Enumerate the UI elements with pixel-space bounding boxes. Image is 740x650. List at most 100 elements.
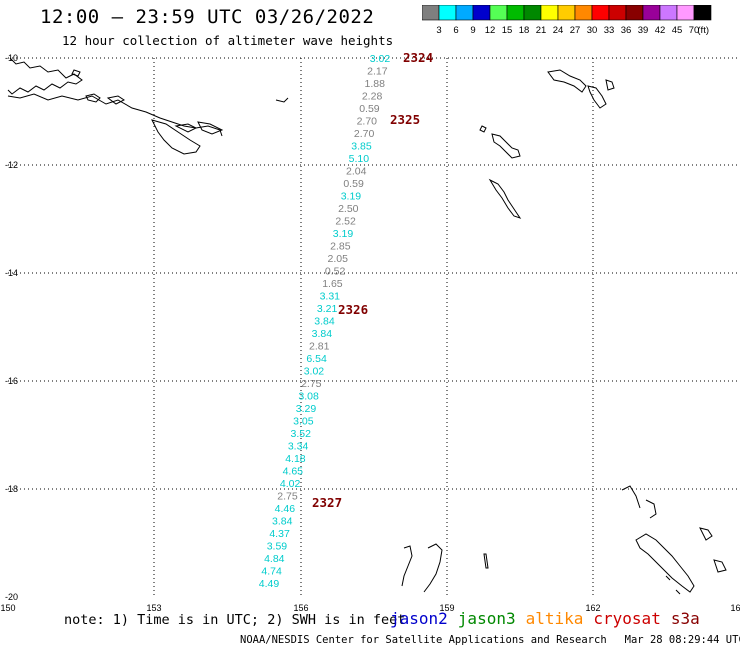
scale-swatch	[693, 5, 712, 21]
swh-value-label: 2.05	[327, 253, 348, 265]
color-scale-legend: 3 6 9 12 15 18 21 24 27 30 33 36 39 42 45 70(ft)	[422, 5, 712, 36]
swh-value-label: 2.85	[330, 241, 351, 253]
swh-value-label: 0.59	[343, 178, 364, 190]
longitude-label: 153	[146, 603, 161, 613]
swh-value-label: 3.85	[351, 141, 372, 153]
latitude-label: -14	[5, 268, 18, 278]
coastline-new-caledonia-north	[621, 485, 641, 509]
longitude-label: 162	[585, 603, 600, 613]
scale-tick-label: 15	[502, 25, 513, 36]
island-trobriand	[85, 93, 101, 103]
swh-value-label: 3.19	[341, 191, 362, 203]
swh-value-label: 4.18	[285, 453, 306, 465]
swh-value-label: 2.75	[277, 491, 298, 503]
satellite-cryosat: cryosat	[593, 609, 661, 628]
swh-value-label: 3.05	[293, 416, 314, 428]
footer: NOAA/NESDIS Center for Satellite Applica…	[240, 634, 740, 646]
swh-value-label: 4.65	[283, 466, 304, 478]
swh-value-label: 3.29	[296, 403, 317, 415]
swh-value-label: 4.84	[264, 553, 285, 565]
swh-value-label: 1.88	[364, 78, 385, 90]
longitude-label: 156	[293, 603, 308, 613]
swh-value-label: 3.84	[272, 516, 293, 528]
island-woodlark	[106, 95, 125, 105]
coastline-lifou	[713, 559, 727, 573]
scale-tick-label: 45	[672, 25, 683, 36]
scale-tick-label: 9	[470, 25, 475, 36]
swh-value-label: 3.52	[290, 428, 311, 440]
island-north-arc	[275, 97, 289, 103]
scale-tick-label: 6	[453, 25, 458, 36]
chart-title: 12:00 – 23:59 UTC 03/26/2022	[40, 6, 375, 28]
swh-value-label: 2.81	[309, 341, 330, 353]
swh-value-label: 3.84	[314, 316, 335, 328]
observation-track: 3.022.171.882.280.592.702.703.855.102.04…	[259, 53, 391, 590]
scale-tick-label: 36	[621, 25, 632, 36]
latitude-label: -10	[5, 53, 18, 63]
longitude-label: 150	[0, 603, 15, 613]
satellite-jason3: jason3	[457, 609, 516, 628]
satellite-s3a: s3a	[670, 609, 700, 628]
scale-tick-label: 3	[436, 25, 441, 36]
reef-islets	[665, 575, 681, 595]
scale-tick-label: 39	[638, 25, 649, 36]
swh-value-label: 5.10	[349, 153, 370, 165]
swh-value-label: 3.84	[312, 328, 333, 340]
swh-value-label: 3.02	[304, 366, 325, 378]
swh-value-label: 3.59	[267, 541, 288, 553]
swh-value-label: 6.54	[306, 353, 327, 365]
pass-number-label: 2325	[390, 112, 420, 127]
longitude-label: 165	[730, 603, 740, 613]
swh-value-label: 4.37	[269, 528, 290, 540]
island-guadalcanal-group	[547, 69, 587, 93]
footer-timestamp: Mar 28 08:29:44 UTC 2022	[624, 634, 740, 646]
chart-subtitle: 12 hour collection of altimeter wave hei…	[62, 33, 394, 48]
swh-value-label: 2.52	[335, 216, 356, 228]
swh-value-label: 3.02	[370, 53, 391, 65]
footer-credit: NOAA/NESDIS Center for Satellite Applica…	[240, 634, 607, 646]
latitude-label: -18	[5, 484, 18, 494]
swh-value-label: 4.49	[259, 578, 280, 590]
pass-number-label: 2326	[338, 302, 368, 317]
units-note: note: 1) Time is in UTC; 2) SWH is in fe…	[64, 612, 406, 628]
swh-value-label: 1.65	[322, 278, 343, 290]
coastline-loyalty	[645, 499, 657, 519]
swh-value-label: 0.59	[359, 103, 380, 115]
swh-value-label: 4.74	[261, 566, 282, 578]
scale-tick-label: 70	[689, 25, 700, 36]
pass-number-label: 2327	[312, 495, 342, 510]
graticule: 150 153 156 159 162 165 -10 -12 -14 -16 -18 -20	[0, 53, 740, 613]
swh-value-label: 3.31	[320, 291, 341, 303]
island-bellona	[491, 133, 521, 159]
swh-value-label: 2.17	[367, 66, 388, 78]
swh-value-label: 2.75	[301, 378, 322, 390]
island-makira	[587, 85, 607, 109]
island-dentrecasteaux	[151, 119, 201, 155]
swh-value-label: 2.70	[354, 128, 375, 140]
coastline-ouvea	[699, 527, 713, 541]
island-small-solomons	[605, 79, 615, 91]
swh-value-label: 0.52	[325, 266, 346, 278]
island-rennell	[479, 125, 487, 133]
swh-value-label: 3.34	[288, 441, 309, 453]
swh-value-label: 2.28	[362, 91, 383, 103]
reef-indispensable	[488, 178, 522, 219]
swh-value-label: 3.19	[333, 228, 354, 240]
island-rossel	[197, 121, 224, 135]
satellite-legend: jason2 jason3 altika cryosat s3a	[390, 609, 710, 628]
scale-tick-label: 12	[485, 25, 496, 36]
coastline-png-north	[7, 57, 83, 95]
scale-tick-label: 18	[519, 25, 530, 36]
latitude-label: -16	[5, 376, 18, 386]
scale-tick-label: 27	[570, 25, 581, 36]
swh-value-label: 4.46	[275, 503, 296, 515]
satellite-altika: altika	[525, 609, 584, 628]
scale-tick-label: 21	[536, 25, 547, 36]
longitude-label: 159	[439, 603, 454, 613]
latitude-label: -12	[5, 160, 18, 170]
scale-tick-label: 42	[655, 25, 666, 36]
swh-value-label: 2.50	[338, 203, 359, 215]
coastline-png-south	[7, 93, 223, 137]
island-small-west	[71, 69, 81, 77]
swh-value-label: 2.04	[346, 166, 367, 178]
